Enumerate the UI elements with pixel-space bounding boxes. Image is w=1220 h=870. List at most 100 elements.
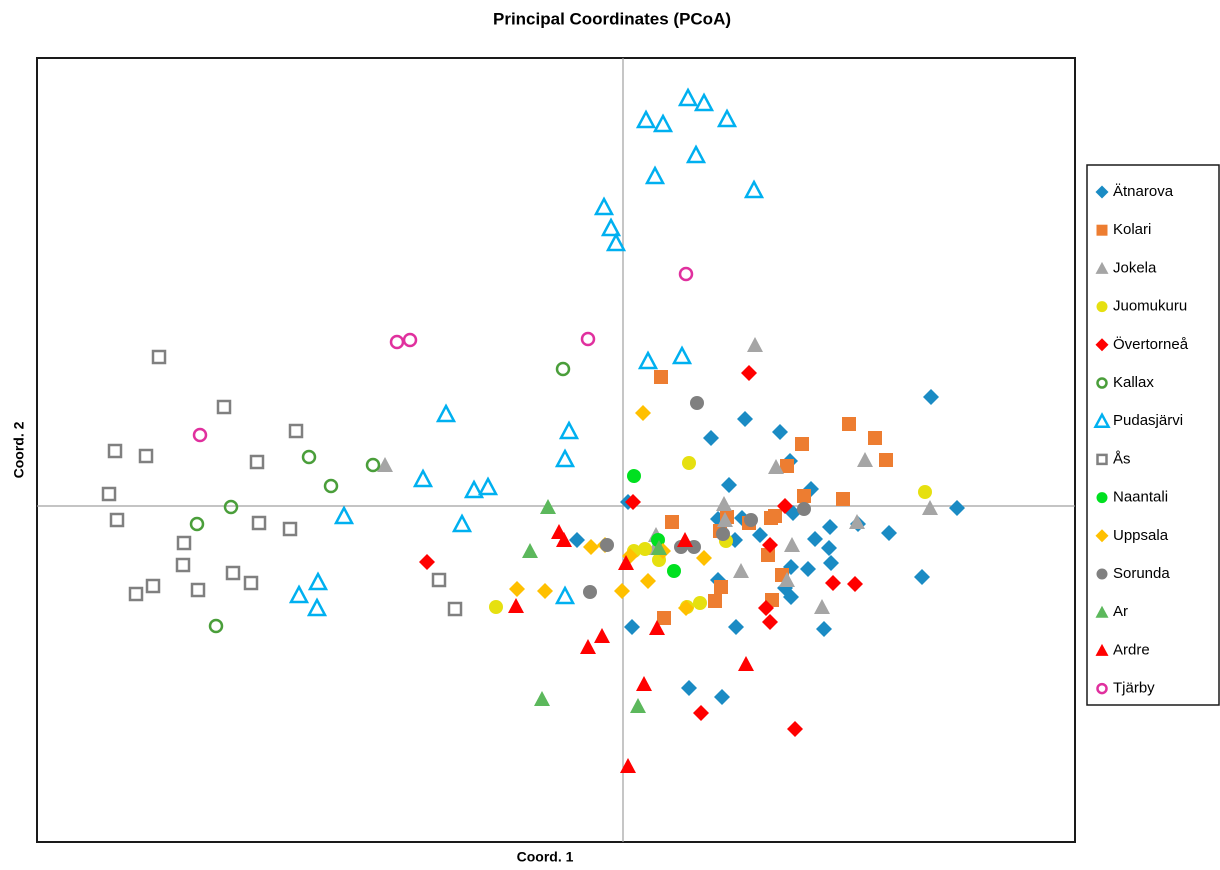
point	[554, 585, 576, 605]
point	[678, 600, 694, 616]
point	[447, 601, 463, 617]
point	[377, 457, 393, 472]
point	[825, 575, 841, 591]
point	[868, 431, 882, 445]
x-axis-label: Coord. 1	[517, 849, 574, 865]
point	[431, 572, 447, 588]
point	[787, 721, 803, 737]
point	[419, 554, 435, 570]
point	[583, 539, 599, 555]
point	[733, 563, 749, 578]
point	[558, 420, 580, 440]
point	[922, 500, 938, 515]
legend-label: Ätnarova	[1113, 183, 1174, 200]
point	[879, 453, 893, 467]
legend-marker	[1096, 224, 1108, 236]
point	[145, 578, 161, 594]
point	[301, 449, 317, 465]
point	[721, 477, 737, 493]
legend-label: Naantali	[1113, 489, 1168, 506]
legend-marker	[1096, 453, 1108, 466]
point	[189, 516, 205, 532]
point	[728, 619, 744, 635]
point	[306, 597, 328, 617]
point	[534, 691, 550, 706]
point	[282, 521, 298, 537]
legend-label: Kolari	[1113, 221, 1151, 238]
point	[365, 457, 381, 473]
point	[651, 540, 667, 555]
legend-label: Pudasjärvi	[1113, 412, 1183, 429]
point	[323, 478, 339, 494]
point	[795, 437, 809, 451]
point	[630, 698, 646, 713]
point	[508, 598, 524, 613]
point	[307, 571, 329, 591]
point	[836, 492, 850, 506]
point	[636, 676, 652, 691]
point	[644, 165, 666, 185]
point	[881, 525, 897, 541]
point	[797, 489, 811, 503]
point	[627, 469, 641, 483]
point	[176, 535, 192, 551]
point	[109, 512, 125, 528]
point	[637, 350, 659, 370]
point	[703, 430, 719, 446]
point	[762, 614, 778, 630]
point	[654, 370, 668, 384]
point	[638, 542, 652, 556]
point	[251, 515, 267, 531]
point	[657, 611, 671, 625]
point	[783, 589, 799, 605]
point	[747, 337, 763, 352]
point	[714, 689, 730, 705]
point	[540, 499, 556, 514]
point	[741, 365, 757, 381]
point	[708, 594, 722, 608]
point	[857, 452, 873, 467]
point	[678, 266, 694, 282]
point	[764, 511, 778, 525]
point	[677, 87, 699, 107]
point	[463, 479, 485, 499]
point	[412, 468, 434, 488]
point	[223, 499, 239, 515]
legend-marker	[1096, 377, 1108, 389]
point	[652, 113, 674, 133]
point	[768, 459, 784, 474]
point	[192, 427, 208, 443]
point	[693, 596, 707, 610]
legend-marker	[1095, 185, 1109, 199]
point	[690, 396, 704, 410]
point	[849, 514, 865, 529]
point	[779, 572, 795, 587]
point	[614, 583, 630, 599]
legend-label: Övertorneå	[1113, 335, 1189, 353]
point	[842, 417, 856, 431]
legend-marker	[1095, 338, 1109, 352]
point	[593, 196, 615, 216]
legend-label: Juomukuru	[1113, 298, 1187, 315]
point	[758, 600, 774, 616]
point	[583, 585, 597, 599]
point	[489, 600, 503, 614]
point	[918, 485, 932, 499]
point	[128, 586, 144, 602]
legend-marker	[1096, 568, 1108, 580]
point	[288, 423, 304, 439]
legend-marker	[1093, 412, 1111, 428]
point	[681, 680, 697, 696]
point	[738, 656, 754, 671]
point	[737, 411, 753, 427]
point	[618, 555, 634, 570]
point	[537, 583, 553, 599]
point	[107, 443, 123, 459]
point	[190, 582, 206, 598]
point	[671, 345, 693, 365]
point	[677, 532, 693, 547]
chart-title: Principal Coordinates (PCoA)	[493, 9, 731, 28]
point	[807, 531, 823, 547]
legend-label: Ås	[1113, 450, 1131, 467]
point	[693, 92, 715, 112]
